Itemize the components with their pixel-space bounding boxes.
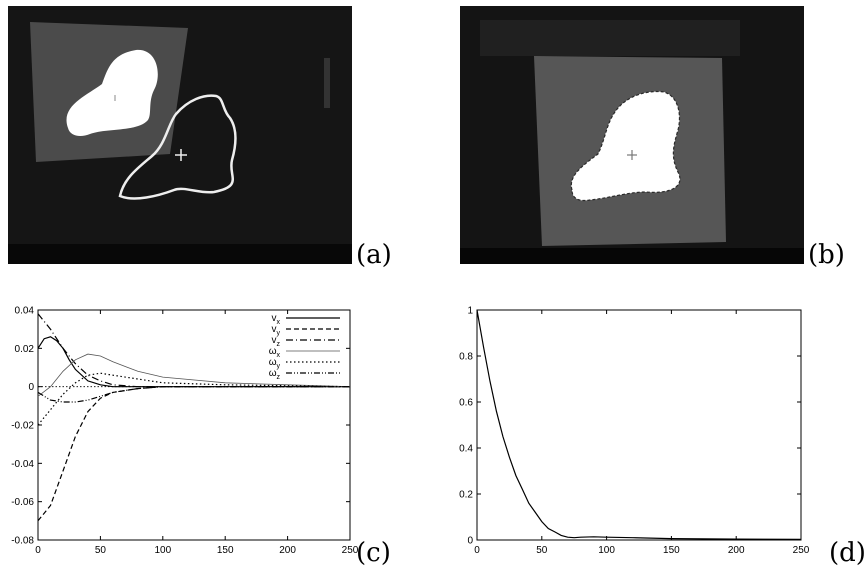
x-tick-label: 200 — [279, 545, 296, 556]
series-line-ωz — [37, 386, 350, 403]
x-tick-label: 100 — [154, 545, 171, 556]
y-tick-label: 0.02 — [15, 344, 35, 355]
x-tick-label: 50 — [95, 545, 107, 556]
y-tick-label: -0.08 — [11, 536, 34, 547]
x-tick-label: 250 — [342, 545, 359, 556]
series-line-vz — [37, 313, 350, 388]
legend-label: ωy — [269, 357, 281, 370]
y-tick-label: 0.8 — [459, 352, 473, 363]
series-line-ωy — [37, 372, 351, 426]
x-tick-label: 200 — [728, 545, 745, 556]
plot-frame — [476, 309, 802, 541]
legend-label: ωx — [269, 346, 281, 359]
series-line-ωx — [37, 353, 351, 397]
chart-d: 0 50 100 150 200 250 1 0.8 0.6 0.4 0.2 0 — [459, 306, 810, 557]
image-panel-b — [460, 6, 804, 264]
plot-frame — [37, 309, 351, 541]
x-tick-label: 100 — [598, 545, 615, 556]
legend-label: ωz — [269, 368, 281, 381]
chart-c: 0 50 100 150 200 250 0.04 0.02 0 -0.02 -0.04 -0.06 -… — [11, 306, 359, 557]
y-tick-label: 0 — [28, 382, 34, 393]
panel-label-c: (c) — [356, 538, 391, 568]
x-tick-label: 150 — [217, 545, 234, 556]
y-tick-label: -0.06 — [11, 497, 34, 508]
y-tick-label: 0 — [467, 536, 473, 547]
legend-label: vz — [272, 335, 281, 348]
y-tick-label: -0.02 — [11, 421, 34, 432]
legend-label: vx — [272, 313, 281, 326]
y-tick-label: 0.6 — [459, 398, 473, 409]
x-tick-label: 0 — [474, 545, 480, 556]
y-tick-label: 0.4 — [459, 444, 473, 455]
x-tick-label: 50 — [536, 545, 548, 556]
series-line-vx — [37, 336, 350, 388]
y-tick-label: 1 — [467, 306, 473, 317]
panel-label-b: (b) — [808, 240, 845, 270]
legend-label: vy — [272, 324, 281, 337]
panel-label-a: (a) — [356, 240, 392, 270]
x-tick-label: 150 — [663, 545, 680, 556]
y-tick-label: 0.2 — [459, 490, 473, 501]
x-tick-label: 250 — [793, 545, 810, 556]
y-tick-label: -0.04 — [11, 459, 34, 470]
series-line-vy — [37, 386, 350, 522]
panel-label-d: (d) — [829, 538, 865, 568]
image-panel-a — [8, 6, 352, 264]
series-line-0 — [476, 309, 802, 540]
y-tick-label: 0.04 — [15, 306, 35, 317]
x-tick-label: 0 — [35, 545, 41, 556]
